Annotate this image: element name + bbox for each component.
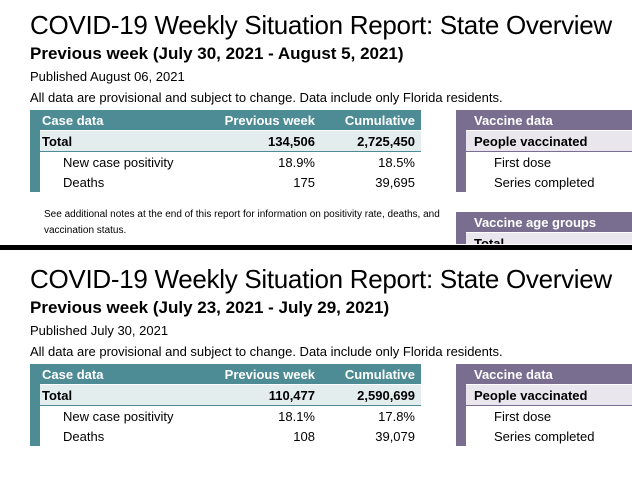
header-case-data: Case data	[42, 367, 104, 382]
table-row-series-completed: Series completed	[466, 426, 632, 446]
table-header: Case data Previous week Cumulative	[30, 110, 421, 130]
row-cumulative: 17.8%	[378, 409, 415, 424]
vaccine-age-groups-table: Vaccine age groups Total	[456, 212, 632, 244]
published-date: Published August 06, 2021	[30, 69, 185, 84]
report-notes: See additional notes at the end of this …	[44, 209, 440, 236]
header-cumulative: Cumulative	[344, 113, 415, 128]
report-week: Previous week (July 30, 2021 - August 5,…	[30, 44, 404, 63]
table-row-deaths: Deaths 108 39,079	[40, 426, 421, 446]
row-label: Deaths	[63, 175, 105, 190]
header-vaccine-data: Vaccine data	[474, 113, 553, 128]
table-stripe	[30, 364, 40, 446]
header-vaccine-data: Vaccine data	[474, 367, 553, 382]
report-panel-bottom: COVID-19 Weekly Situation Report: State …	[0, 254, 632, 490]
table-row-people-vaccinated: People vaccinated	[466, 131, 632, 152]
header-previous-week: Previous week	[224, 367, 315, 382]
header-case-data: Case data	[42, 113, 104, 128]
table-row-people-vaccinated: People vaccinated	[466, 385, 632, 406]
header-previous-week: Previous week	[224, 113, 315, 128]
row-cumulative: 39,079	[375, 429, 415, 444]
table-row-total: Total 110,477 2,590,699	[40, 385, 421, 406]
row-label: Series completed	[494, 429, 595, 444]
report-title: COVID-19 Weekly Situation Report: State …	[30, 264, 612, 294]
row-previous-week: 134,506	[268, 134, 315, 149]
row-label: First dose	[494, 409, 552, 424]
table-stripe	[30, 110, 40, 192]
case-data-table: Case data Previous week Cumulative Total…	[30, 364, 424, 446]
disclaimer: All data are provisional and subject to …	[30, 344, 503, 359]
table-header: Vaccine data	[456, 110, 632, 130]
row-previous-week: 110,477	[268, 388, 315, 403]
header-vaccine-age-groups: Vaccine age groups	[474, 215, 597, 230]
published-date: Published July 30, 2021	[30, 323, 169, 338]
row-previous-week: 18.1%	[278, 409, 315, 424]
row-cumulative: 2,725,450	[357, 134, 415, 149]
header-cumulative: Cumulative	[344, 367, 415, 382]
table-row-positivity: New case positivity 18.9% 18.5%	[40, 152, 421, 172]
table-row-total: Total 134,506 2,725,450	[40, 131, 421, 152]
row-cumulative: 18.5%	[378, 155, 415, 170]
row-label: Total	[42, 388, 73, 403]
vaccine-data-table: Vaccine data People vaccinated First dos…	[456, 110, 632, 192]
table-row-positivity: New case positivity 18.1% 17.8%	[40, 406, 421, 426]
row-cumulative: 39,695	[375, 175, 415, 190]
table-row-total: Total	[466, 233, 632, 244]
row-label: Series completed	[494, 175, 595, 190]
section-divider	[0, 245, 632, 250]
table-stripe	[456, 110, 466, 192]
report-panel-top: COVID-19 Weekly Situation Report: State …	[0, 0, 632, 244]
row-previous-week: 108	[293, 429, 315, 444]
vaccine-data-table: Vaccine data People vaccinated First dos…	[456, 364, 632, 446]
row-label: New case positivity	[63, 155, 174, 170]
row-label: New case positivity	[63, 409, 174, 424]
report-title: COVID-19 Weekly Situation Report: State …	[30, 10, 612, 40]
row-previous-week: 18.9%	[278, 155, 315, 170]
row-label: Deaths	[63, 429, 105, 444]
table-row-first-dose: First dose	[466, 152, 632, 172]
report-week: Previous week (July 23, 2021 - July 29, …	[30, 298, 390, 317]
row-label: People vaccinated	[474, 388, 588, 403]
table-row-first-dose: First dose	[466, 406, 632, 426]
row-label: First dose	[494, 155, 552, 170]
table-header: Vaccine data	[456, 364, 632, 384]
row-label: People vaccinated	[474, 134, 588, 149]
row-cumulative: 2,590,699	[357, 388, 415, 403]
case-data-table: Case data Previous week Cumulative Total…	[30, 110, 424, 192]
row-label: Total	[42, 134, 73, 149]
table-header: Case data Previous week Cumulative	[30, 364, 421, 384]
table-row-series-completed: Series completed	[466, 172, 632, 192]
row-label: Total	[474, 236, 505, 244]
table-header: Vaccine age groups	[456, 212, 632, 232]
disclaimer: All data are provisional and subject to …	[30, 90, 503, 105]
table-stripe	[456, 364, 466, 446]
table-row-deaths: Deaths 175 39,695	[40, 172, 421, 192]
row-previous-week: 175	[293, 175, 315, 190]
